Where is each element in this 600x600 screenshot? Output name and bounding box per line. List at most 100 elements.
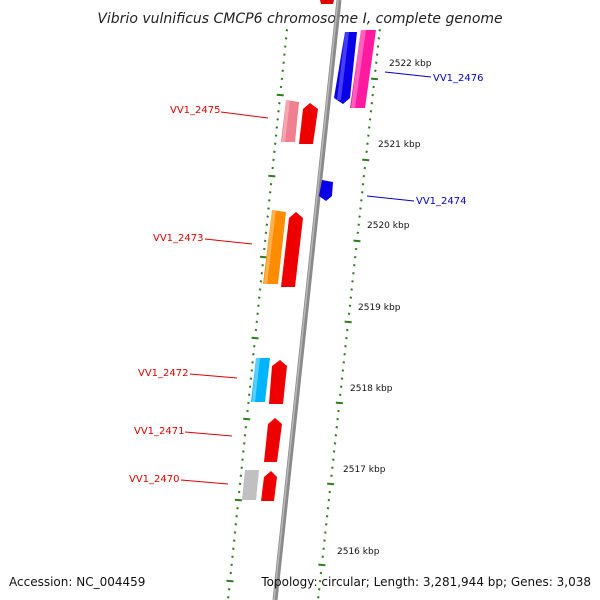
minor-tick [368, 118, 372, 121]
minor-tick [268, 199, 271, 202]
minor-tick [283, 53, 286, 56]
gene-label-vv1-2473[interactable]: VV1_2473 [153, 233, 204, 244]
minor-tick [367, 134, 370, 137]
gene-label-vv1-2476[interactable]: VV1_2476 [433, 73, 484, 84]
minor-tick [244, 425, 248, 429]
minor-tick [348, 304, 352, 307]
chromosome-backbone [272, 0, 342, 600]
leader-line [220, 111, 269, 119]
major-tick [268, 174, 276, 178]
minor-tick [242, 450, 245, 453]
minor-tick [352, 272, 355, 275]
gene-feature-vv1-2473-red [281, 212, 303, 287]
minor-tick [249, 377, 253, 380]
minor-tick [375, 53, 379, 56]
major-tick [362, 158, 370, 162]
minor-tick [284, 37, 288, 40]
major-tick [276, 93, 284, 97]
minor-tick [323, 539, 326, 542]
minor-tick [273, 150, 276, 154]
minor-tick [280, 77, 284, 81]
map-title: Vibrio vulnificus CMCP6 chromosome I, co… [97, 11, 502, 27]
minor-tick [372, 85, 375, 89]
minor-tick [341, 369, 345, 372]
minor-tick [328, 490, 332, 494]
minor-tick [255, 320, 259, 324]
leader-line [184, 431, 233, 437]
gene-feature-vv1-2473-orange [263, 210, 286, 284]
gene-label-vv1-2474[interactable]: VV1_2474 [416, 196, 467, 207]
minor-tick [377, 37, 381, 40]
minor-tick [236, 506, 239, 510]
minor-tick [232, 539, 236, 542]
scale-label: 2518 kbp [350, 384, 393, 394]
minor-tick [273, 142, 277, 145]
minor-tick [251, 361, 254, 364]
major-tick [243, 417, 251, 421]
gene-feature-vv1-2470-grey [242, 470, 259, 500]
minor-tick [266, 215, 269, 218]
gene-feature-vv1-2471 [264, 418, 282, 462]
minor-tick [331, 466, 334, 469]
minor-tick [326, 506, 330, 510]
minor-tick [371, 93, 375, 97]
minor-tick [250, 369, 254, 372]
minor-tick [247, 401, 250, 405]
minor-tick [317, 587, 321, 591]
minor-tick [272, 158, 275, 162]
minor-tick [227, 587, 231, 591]
gene-feature-vv1-2475-red [299, 103, 318, 144]
scale-label: 2521 kbp [378, 140, 421, 150]
minor-tick [263, 239, 267, 243]
minor-tick [269, 182, 273, 186]
gene-label-vv1-2470[interactable]: VV1_2470 [129, 474, 180, 485]
major-tick [226, 579, 234, 583]
gene-label-vv1-2471[interactable]: VV1_2471 [134, 426, 185, 437]
minor-tick [363, 166, 367, 170]
minor-tick [378, 29, 382, 32]
major-tick [318, 563, 326, 567]
scale-label: 2519 kbp [358, 303, 401, 313]
minor-tick [257, 304, 260, 307]
minor-tick [358, 215, 361, 218]
gene-label-vv1-2472[interactable]: VV1_2472 [138, 368, 189, 379]
minor-tick [239, 474, 243, 478]
scale-label: 2522 kbp [389, 59, 432, 69]
leader-line [180, 479, 229, 485]
major-tick [353, 239, 361, 243]
minor-tick [345, 328, 349, 332]
minor-tick [349, 296, 353, 299]
minor-tick [359, 207, 362, 210]
major-tick [335, 401, 343, 405]
scale-label: 2520 kbp [367, 221, 410, 231]
minor-tick [268, 191, 272, 194]
minor-tick [279, 85, 283, 89]
minor-tick [366, 142, 369, 145]
minor-tick [347, 312, 351, 316]
minor-tick [252, 353, 255, 356]
minor-tick [281, 69, 285, 73]
minor-tick [351, 280, 354, 283]
left-tick-track [226, 29, 289, 599]
minor-tick [267, 207, 270, 210]
minor-tick [327, 498, 331, 502]
minor-tick [263, 247, 266, 251]
minor-tick [356, 231, 360, 235]
major-tick [327, 482, 335, 486]
minor-tick [353, 255, 357, 259]
minor-tick [256, 312, 259, 316]
minor-tick [258, 288, 262, 291]
gene-feature-vv1-2474 [319, 180, 333, 201]
minor-tick [360, 191, 364, 194]
minor-tick [277, 110, 280, 113]
minor-tick [261, 263, 264, 267]
minor-tick [242, 442, 246, 445]
minor-tick [332, 450, 336, 453]
scale-label: 2517 kbp [343, 465, 386, 475]
minor-tick [370, 101, 374, 105]
gene-label-vv1-2475[interactable]: VV1_2475 [170, 105, 221, 116]
minor-tick [336, 417, 339, 421]
minor-tick [264, 231, 268, 235]
minor-tick [367, 126, 371, 129]
leader-line [189, 373, 238, 379]
